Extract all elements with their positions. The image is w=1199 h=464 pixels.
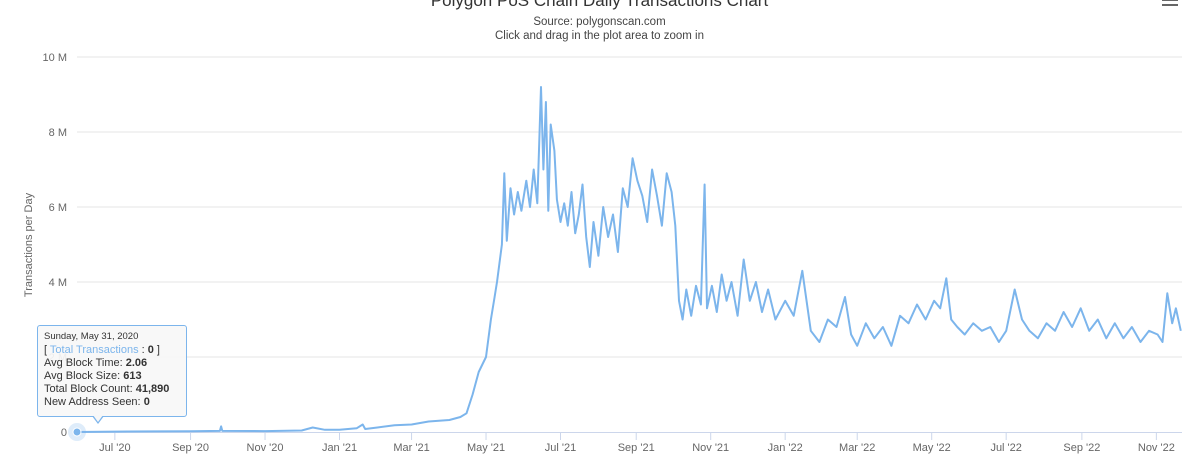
x-tick-label: May '22 [913, 442, 951, 454]
tooltip-new-address-value: 0 [143, 396, 150, 408]
x-tick-label: May '21 [467, 442, 505, 454]
y-tick-label: 8 M [49, 127, 67, 139]
tooltip-new-address: New Address Seen: 0 [44, 396, 180, 409]
hover-point[interactable] [72, 427, 82, 437]
tooltip-series-label: Total Transactions [49, 344, 139, 356]
tooltip-series-row: [ Total Transactions : 0 ] [44, 344, 160, 356]
x-tick-label: Jan '21 [322, 442, 357, 454]
tooltip-arrow-inner [93, 415, 103, 422]
x-tick-label: Mar '22 [839, 442, 875, 454]
tooltip-series-value: 0 [147, 344, 154, 356]
x-tick-label: Jul '21 [545, 442, 576, 454]
x-tick-label: Nov '22 [1138, 442, 1175, 454]
chart-title: Polygon PoS Chain Daily Transactions Cha… [430, 0, 769, 10]
tooltip-avg-block-size-value: 613 [123, 370, 142, 382]
tooltip-avg-block-time-label: Avg Block Time: [44, 357, 123, 369]
chart-subtitle-hint: Click and drag in the plot area to zoom … [494, 30, 705, 42]
x-tick-label: Sep '22 [1063, 442, 1100, 454]
tooltip-avg-block-size: Avg Block Size: 613 [44, 370, 180, 383]
y-tick-label: 10 M [43, 52, 67, 64]
x-tick-label: Jul '20 [99, 442, 130, 454]
tooltip-total-block-count-label: Total Block Count: [44, 383, 133, 395]
y-axis-label: Transactions per Day [23, 192, 35, 297]
tooltip-total-block-count: Total Block Count: 41,890 [44, 383, 180, 396]
x-tick-label: Sep '21 [618, 442, 655, 454]
x-tick-label: Jul '22 [990, 442, 1021, 454]
tooltip-avg-block-time: Avg Block Time: 2.06 [44, 357, 180, 370]
tooltip-total-block-count-value: 41,890 [135, 383, 170, 395]
tooltip-avg-block-time-value: 2.06 [125, 357, 148, 369]
y-tick-label: 6 M [49, 202, 67, 214]
chart-subtitle-source: Source: polygonscan.com [533, 16, 666, 28]
x-tick-label: Mar '21 [393, 442, 429, 454]
hamburger-menu-icon[interactable] [1162, 0, 1178, 8]
tooltip: Sunday, May 31, 2020 [ Total Transaction… [37, 325, 187, 417]
tooltip-date: Sunday, May 31, 2020 [44, 331, 139, 342]
tooltip-new-address-label: New Address Seen: [44, 396, 141, 408]
y-tick-label: 4 M [49, 277, 67, 289]
y-tick-label: 0 [61, 427, 67, 439]
transactions-series-line [76, 86, 1182, 433]
x-tick-label: Jan '22 [768, 442, 803, 454]
x-tick-label: Nov '21 [692, 442, 729, 454]
tooltip-avg-block-size-label: Avg Block Size: [44, 370, 121, 382]
x-tick-label: Nov '20 [247, 442, 284, 454]
x-tick-label: Sep '20 [172, 442, 209, 454]
